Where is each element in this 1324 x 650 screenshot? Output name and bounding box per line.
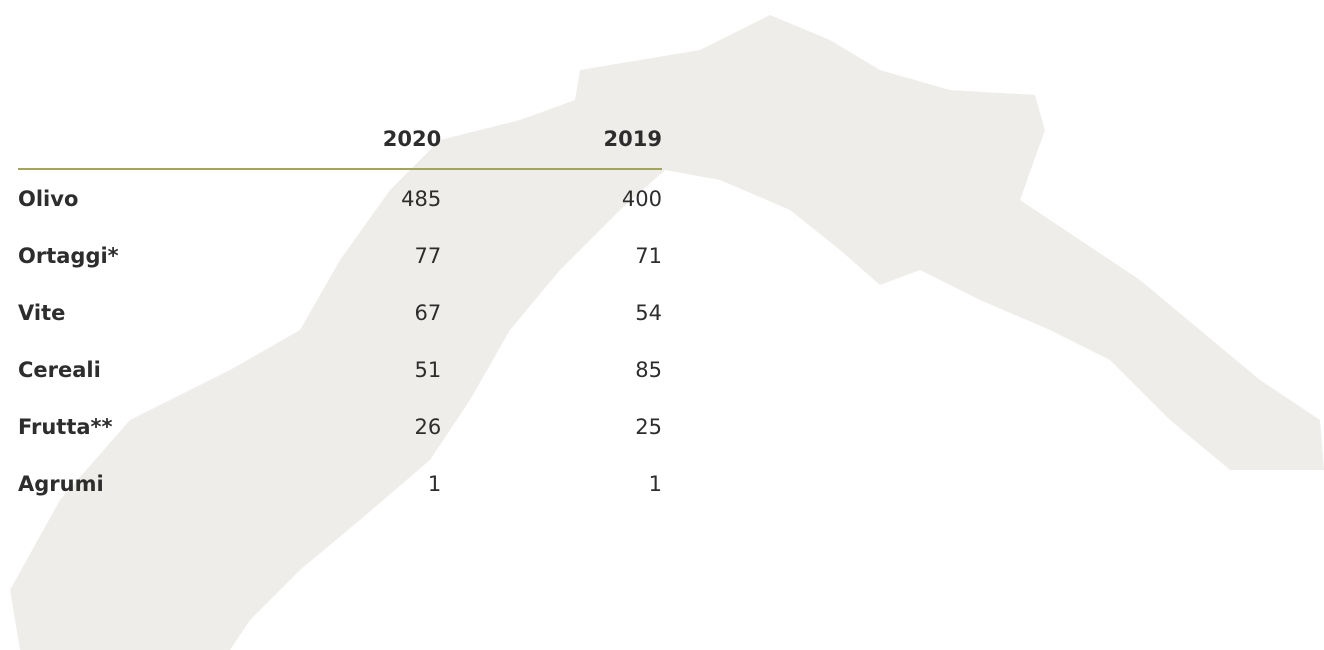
cell-value: 77 [414, 243, 442, 268]
table-row: Agrumi 1 1 [18, 455, 662, 512]
cell-value: 67 [414, 300, 442, 325]
row-label: Ortaggi* [18, 243, 119, 268]
cell-value: 1 [648, 471, 662, 496]
cell-value: 400 [621, 186, 662, 211]
table-row: Cereali 51 85 [18, 341, 662, 398]
row-label: Olivo [18, 186, 79, 211]
row-label: Agrumi [18, 471, 104, 496]
cell-value: 25 [635, 414, 662, 439]
column-header: 2019 [441, 110, 662, 170]
region-shape [10, 15, 1324, 650]
cell-value: 71 [635, 243, 662, 268]
cell-value: 54 [635, 300, 662, 325]
column-header: 2020 [220, 110, 442, 170]
cell-value: 1 [427, 471, 442, 496]
corner [18, 110, 221, 170]
row-label: Cereali [18, 357, 101, 382]
cell-value: 51 [414, 357, 442, 382]
header-row: 2020 2019 [18, 110, 662, 170]
cell-value: 26 [414, 414, 442, 439]
table-row: Frutta** 26 25 [18, 398, 662, 455]
cell-value: 85 [635, 357, 662, 382]
row-label: Frutta** [18, 414, 113, 439]
table-row: Vite 67 54 [18, 284, 662, 341]
table-row: Ortaggi* 77 71 [18, 227, 662, 284]
data-table: 2020 2019 Olivo 485 400 Ortaggi* 77 71 Vite 67 54… [18, 110, 662, 512]
row-label: Vite [18, 300, 66, 325]
cell-value: 485 [401, 186, 442, 211]
table-row: Olivo 485 400 [18, 169, 662, 227]
